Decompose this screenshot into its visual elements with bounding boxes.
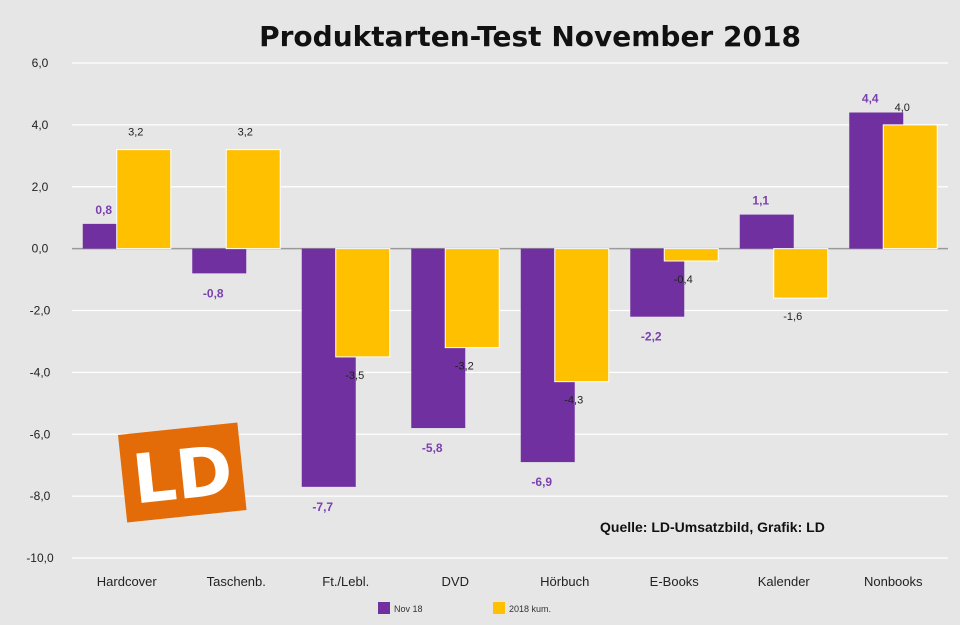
bars <box>82 112 938 487</box>
bar-2018-kum-5 <box>663 248 719 262</box>
data-label: -0,8 <box>203 286 224 300</box>
y-tick-label: -8,0 <box>30 489 51 503</box>
x-tick-label: Hardcover <box>97 574 158 589</box>
data-label: -0,4 <box>674 274 693 286</box>
y-tick-label: -10,0 <box>26 551 54 565</box>
y-tick-label: -2,0 <box>30 304 51 318</box>
bar-2018-kum-2 <box>335 248 391 358</box>
data-label: 3,2 <box>128 127 143 139</box>
legend: Nov 18 2018 kum. <box>378 602 551 614</box>
logo: LD <box>118 422 247 523</box>
source-note: Quelle: LD-Umsatzbild, Grafik: LD <box>600 519 825 535</box>
y-tick-label: -6,0 <box>30 427 51 441</box>
data-label: -7,7 <box>312 500 333 514</box>
data-label: -1,6 <box>783 311 802 323</box>
logo-background <box>118 422 247 523</box>
data-label: -3,2 <box>455 361 474 373</box>
data-label: 0,8 <box>95 203 112 217</box>
bar-2018-kum-7 <box>882 124 938 250</box>
x-tick-label: Hörbuch <box>540 574 589 589</box>
data-label: 4,4 <box>862 92 879 106</box>
bar-2018-kum-6 <box>773 248 829 299</box>
bar-2018-kum-0 <box>116 149 172 250</box>
x-tick-label: E-Books <box>650 574 700 589</box>
data-label: -3,5 <box>345 370 364 382</box>
data-label: 3,2 <box>238 127 253 139</box>
y-tick-label: 4,0 <box>32 118 49 132</box>
data-label: -4,3 <box>564 395 583 407</box>
legend-swatch <box>493 602 505 614</box>
data-label: 1,1 <box>752 194 769 208</box>
x-tick-label: Kalender <box>758 574 811 589</box>
y-axis: 6,0 4,0 2,0 0,0 -2,0 -4,0 -6,0 -8,0 -10,0 <box>26 56 54 565</box>
x-tick-label: Nonbooks <box>864 574 923 589</box>
data-labels: 0,8 3,2 -0,8 3,2 -7,7 -3,5 -5,8 -3,2 -6,9 -4,3 -2,… <box>95 92 909 514</box>
data-label: 4,0 <box>895 102 910 114</box>
y-tick-label: 2,0 <box>32 180 49 194</box>
x-tick-label: Ft./Lebl. <box>322 574 369 589</box>
legend-swatch <box>378 602 390 614</box>
legend-label: Nov 18 <box>394 604 423 614</box>
bar-2018-kum-1 <box>225 149 281 250</box>
x-axis: Hardcover Taschenb. Ft./Lebl. DVD Hörbuch E-B… <box>97 574 923 589</box>
y-tick-label: 0,0 <box>32 242 49 256</box>
y-tick-label: 6,0 <box>32 56 49 70</box>
logo-text: LD <box>129 431 236 520</box>
y-tick-label: -4,0 <box>30 365 51 379</box>
bar-2018-kum-4 <box>554 248 610 383</box>
bar-2018-kum-3 <box>444 248 500 349</box>
bar-nov-18-6 <box>739 214 794 249</box>
data-label: -5,8 <box>422 441 443 455</box>
data-label: -6,9 <box>531 475 552 489</box>
chart-title: Produktarten-Test November 2018 <box>259 20 801 53</box>
x-tick-label: DVD <box>442 574 469 589</box>
legend-label: 2018 kum. <box>509 604 551 614</box>
data-label: -2,2 <box>641 330 662 344</box>
x-tick-label: Taschenb. <box>207 574 266 589</box>
bar-nov-18-1 <box>192 248 247 274</box>
